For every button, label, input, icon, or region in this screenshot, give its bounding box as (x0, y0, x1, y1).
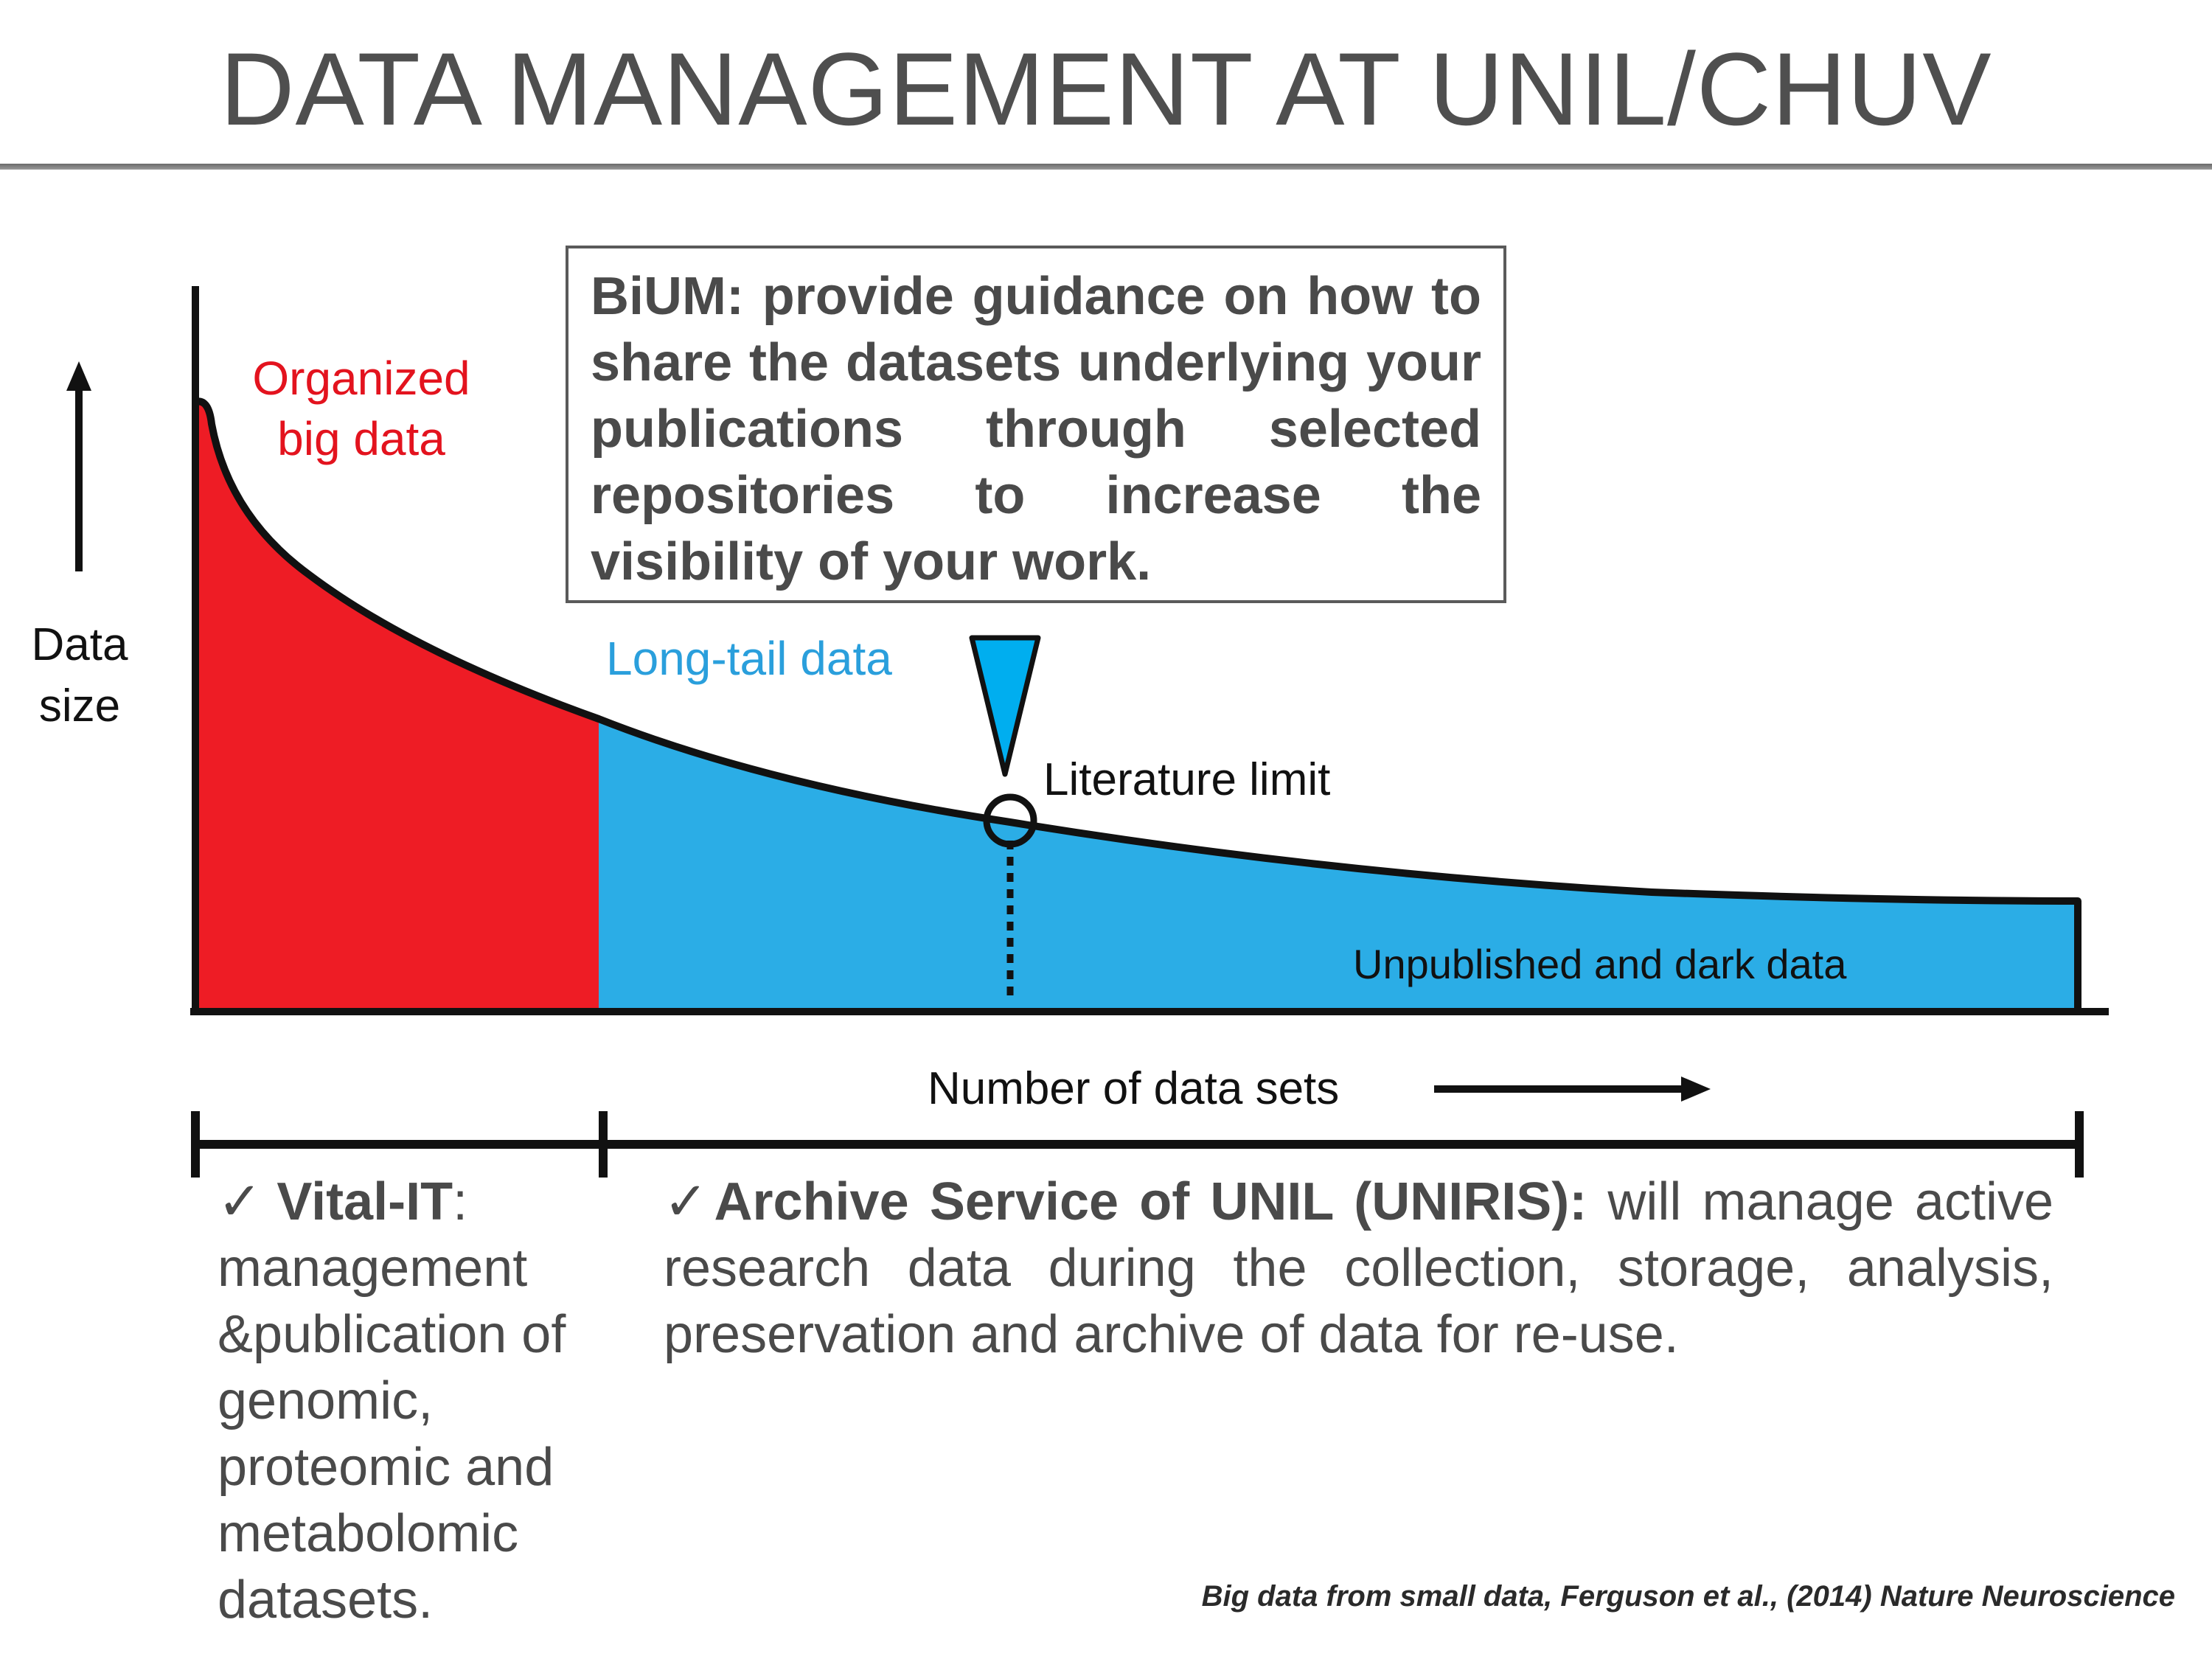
x-axis-label: Number of data sets (928, 1063, 1339, 1114)
up-arrow-icon (66, 361, 91, 391)
y-axis-label-size: size (39, 681, 120, 731)
archive-service-description: ✓Archive Service of UNIL (UNIRIS): will … (664, 1169, 2053, 1368)
organized-label-line2: big data (277, 412, 445, 465)
archive-service-text: will manage active research data during … (664, 1172, 2053, 1364)
organized-big-data-region (195, 401, 599, 1012)
literature-limit-label: Literature limit (1043, 754, 1330, 805)
check-icon: ✓ (218, 1172, 277, 1231)
literature-limit-marker (983, 793, 1037, 848)
long-tail-label: Long-tail data (606, 632, 892, 685)
y-axis-label-data: Data (32, 619, 128, 670)
right-arrow-icon (1681, 1077, 1711, 1102)
vital-it-text: : management &publication of genomic, pr… (218, 1172, 566, 1630)
distribution-curve (194, 397, 2081, 1012)
vital-it-description: ✓ Vital-IT: management &publication of g… (218, 1169, 601, 1633)
archive-service-heading: Archive Service of UNIL (UNIRIS): (714, 1172, 1587, 1231)
pointer-triangle-icon (969, 635, 1041, 777)
slide-title: DATA MANAGEMENT AT UNIL/CHUV (220, 31, 1992, 147)
vital-it-heading: Vital-IT (276, 1172, 453, 1231)
unpublished-dark-data-label: Unpublished and dark data (1353, 941, 1847, 987)
bium-callout-box: BiUM: provide guidance on how to share t… (566, 246, 1506, 603)
citation: Big data from small data, Ferguson et al… (1201, 1580, 2175, 1613)
check-icon: ✓ (664, 1172, 714, 1231)
title-divider (0, 164, 2212, 170)
organized-label-line1: Organized (252, 352, 470, 405)
long-tail-data-region (599, 719, 2078, 1012)
bium-callout-text: BiUM: provide guidance on how to share t… (591, 267, 1481, 591)
